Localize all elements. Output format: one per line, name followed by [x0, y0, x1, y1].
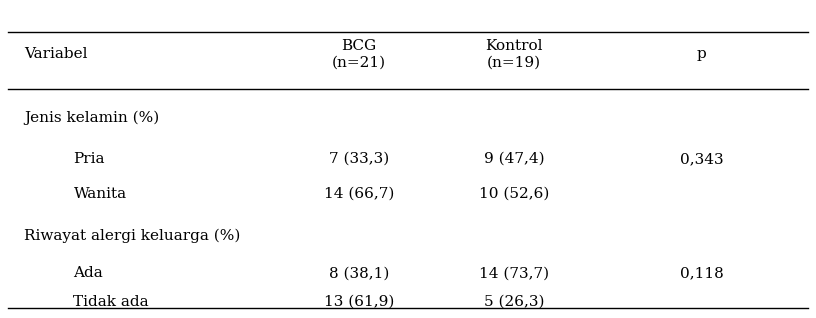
Text: 13 (61,9): 13 (61,9): [324, 295, 394, 309]
Text: 0,343: 0,343: [680, 152, 724, 166]
Text: 14 (73,7): 14 (73,7): [479, 266, 549, 280]
Text: p: p: [697, 47, 707, 61]
Text: 5 (26,3): 5 (26,3): [484, 295, 544, 309]
Text: BCG
(n=21): BCG (n=21): [332, 39, 386, 69]
Text: Wanita: Wanita: [73, 187, 126, 201]
Text: Ada: Ada: [73, 266, 103, 280]
Text: Kontrol
(n=19): Kontrol (n=19): [486, 39, 543, 69]
Text: Jenis kelamin (%): Jenis kelamin (%): [24, 110, 160, 125]
Text: Tidak ada: Tidak ada: [73, 295, 149, 309]
Text: 14 (66,7): 14 (66,7): [324, 187, 394, 201]
Text: 7 (33,3): 7 (33,3): [329, 152, 389, 166]
Text: Pria: Pria: [73, 152, 105, 166]
Text: 9 (47,4): 9 (47,4): [484, 152, 544, 166]
Text: 8 (38,1): 8 (38,1): [329, 266, 389, 280]
Text: 10 (52,6): 10 (52,6): [479, 187, 549, 201]
Text: Riwayat alergi keluarga (%): Riwayat alergi keluarga (%): [24, 228, 241, 243]
Text: 0,118: 0,118: [680, 266, 724, 280]
Text: Variabel: Variabel: [24, 47, 88, 61]
